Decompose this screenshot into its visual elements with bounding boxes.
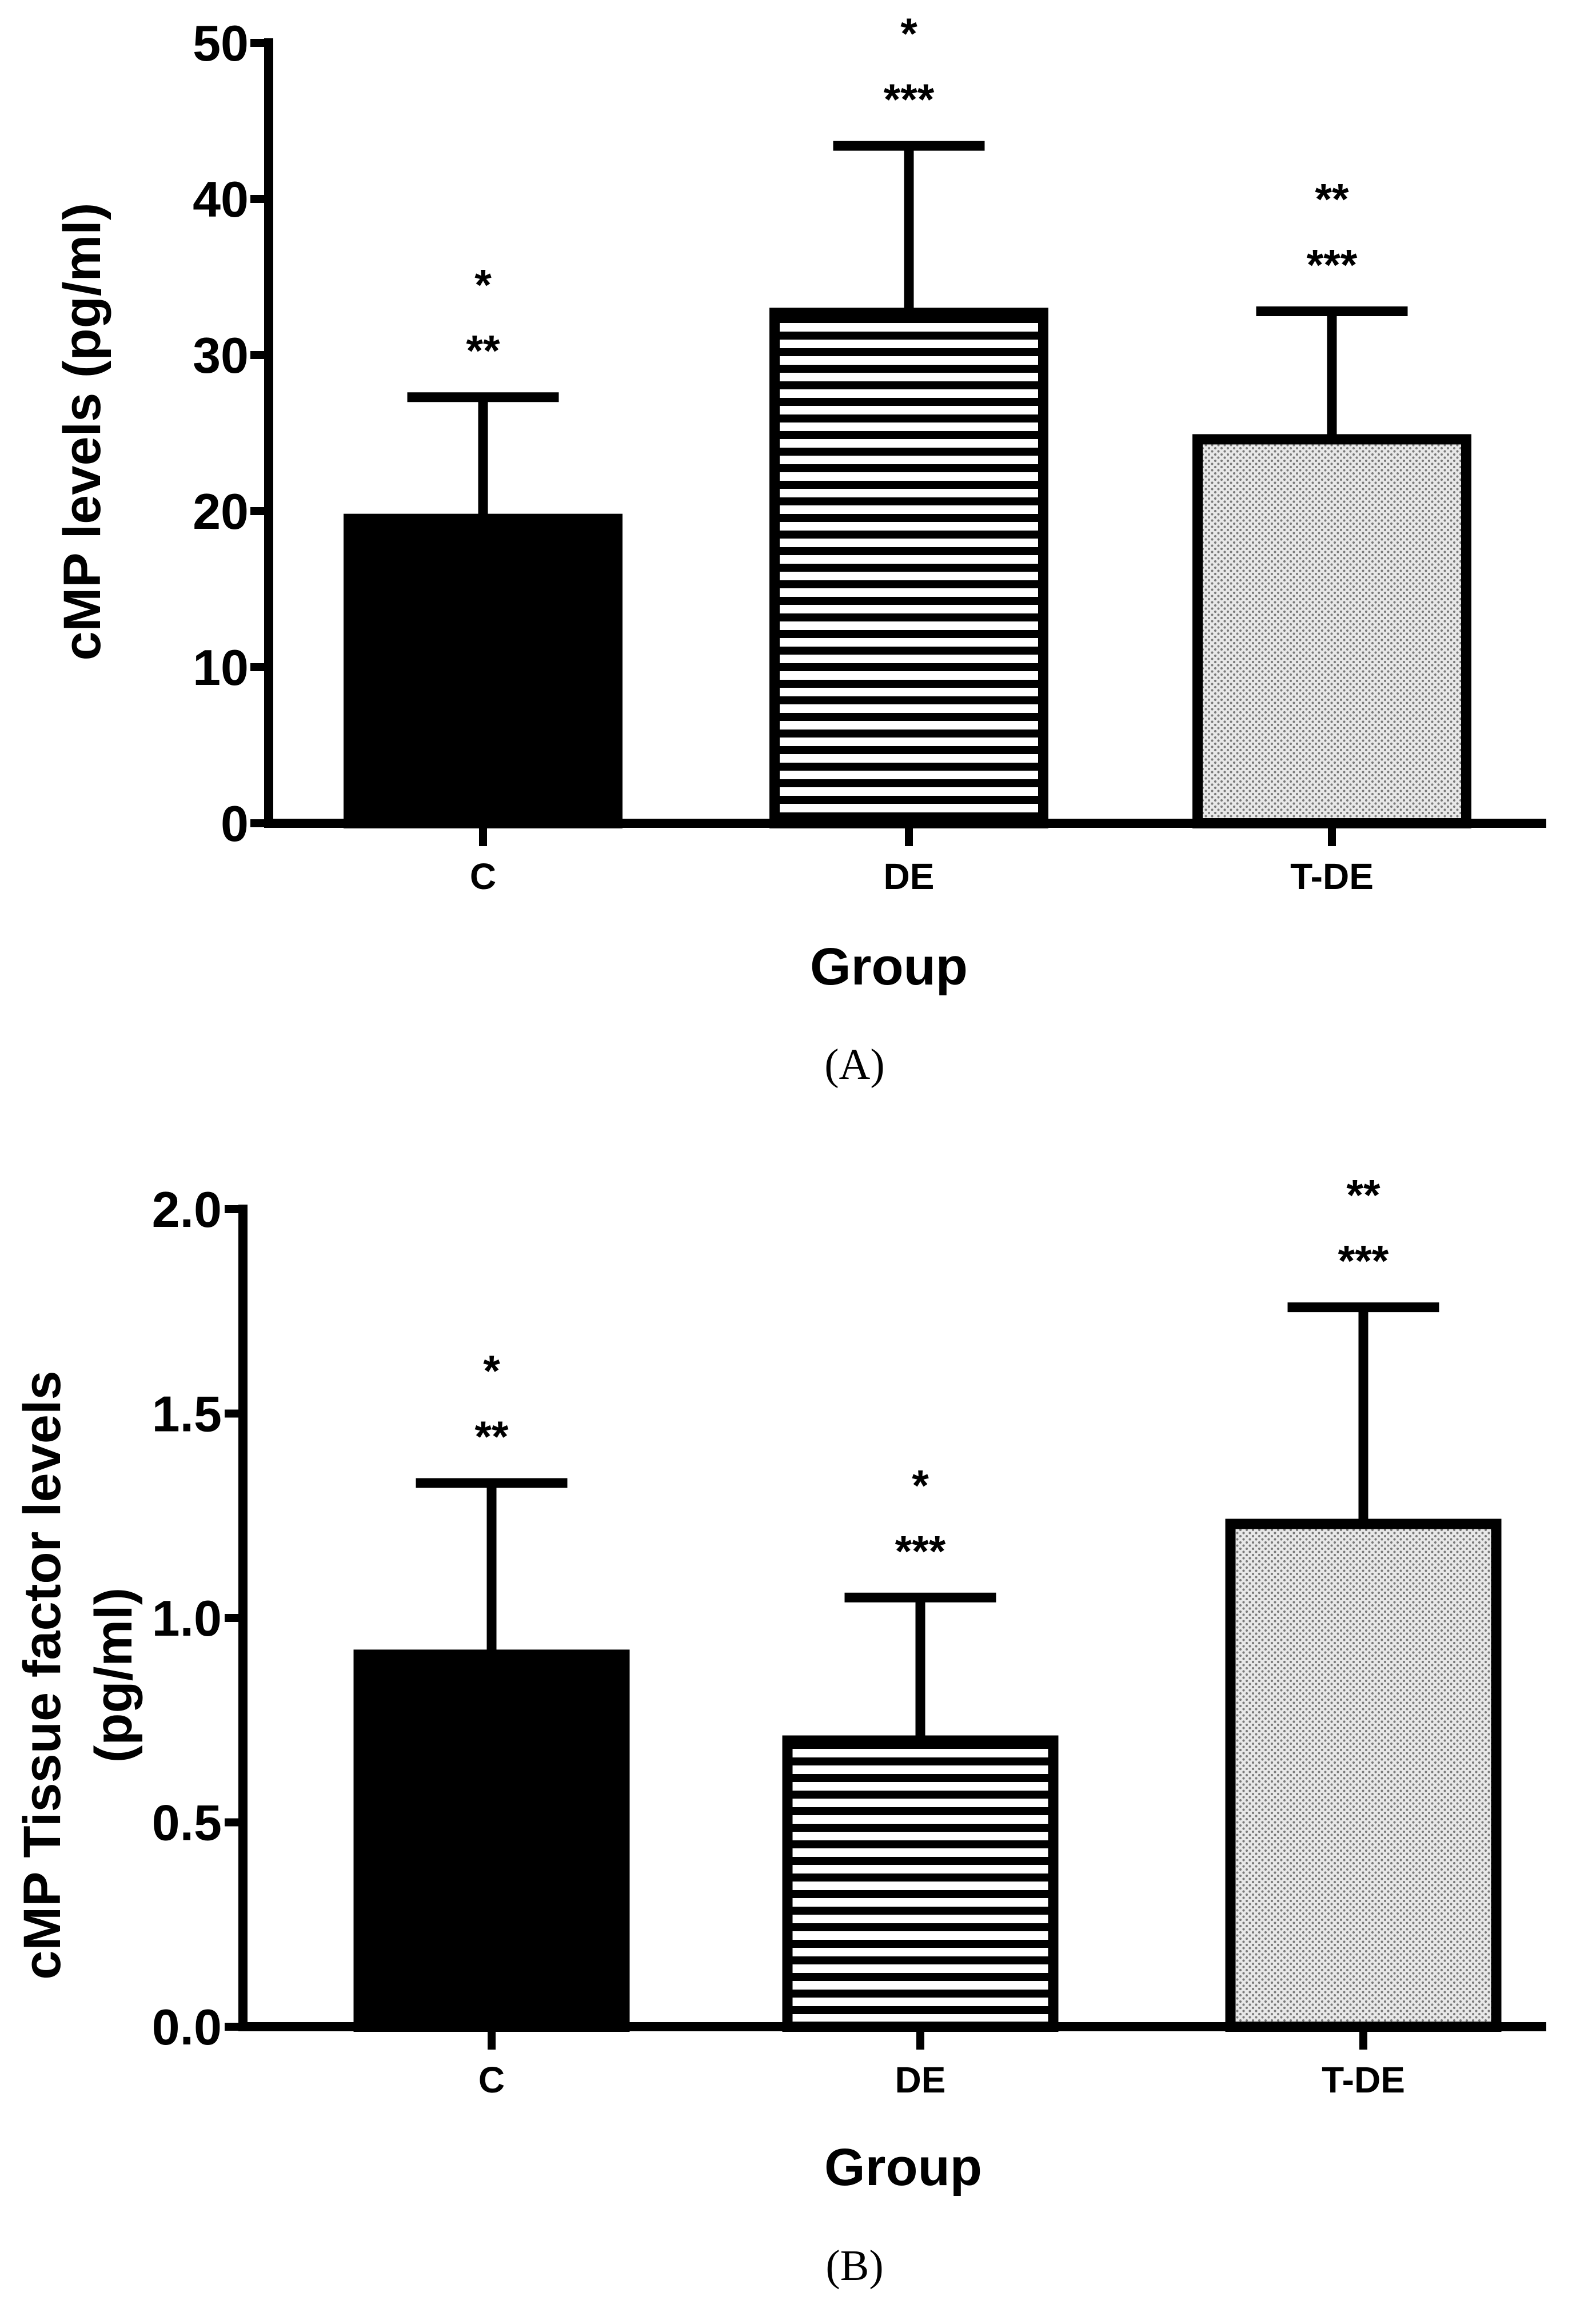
panel-b-category-label: DE	[895, 2059, 946, 2100]
panel-b-y-tick-label: 1.0	[152, 1590, 222, 1647]
bar-C	[344, 513, 623, 828]
panel-a-bars	[344, 141, 1471, 828]
significance-mark: *	[912, 1461, 929, 1510]
significance-mark: *	[900, 10, 917, 58]
panel-a-y-tick-labels: 0 10 20 30 40 50	[193, 15, 249, 852]
panel-b-significance-marks: * ** * *** ** ***	[474, 1171, 1388, 1576]
panel-a-y-tick-label: 0	[221, 795, 249, 852]
panel-a-category-label: C	[470, 856, 496, 897]
panel-a-y-tick-label: 50	[193, 15, 249, 71]
panel-b-axes	[225, 1205, 1546, 2050]
significance-mark: ***	[884, 75, 935, 124]
panel-b-y-axis-title-line-1: cMP Tissue factor levels	[13, 1370, 71, 1979]
panel-b-bars	[353, 1302, 1502, 2032]
panel-a-category-labels: C DE T-DE	[470, 856, 1374, 897]
panel-b-y-tick-label: 1.5	[152, 1386, 222, 1442]
bar-T-DE	[1192, 434, 1471, 828]
bar-DE	[782, 1735, 1059, 2032]
panel-a-y-tick-label: 10	[193, 639, 249, 696]
panel-b-y-tick-label: 0.0	[152, 1999, 222, 2055]
panel-b-y-tick-labels: 0.0 0.5 1.0 1.5 2.0	[152, 1181, 222, 2055]
significance-mark: ***	[1307, 241, 1358, 290]
panel-b-label: (B)	[825, 2242, 883, 2290]
panel-b-x-axis-title: Group	[824, 2138, 982, 2197]
significance-mark: ***	[1338, 1237, 1389, 1286]
panel-b-y-axis-title-line-2: (pg/ml)	[85, 1588, 143, 1763]
panel-b-y-tick-label: 0.5	[152, 1795, 222, 1851]
panel-a-category-label: DE	[884, 856, 935, 897]
panel-a-significance-marks: * ** * *** ** ***	[466, 10, 1357, 376]
panel-a: cMP levels (pg/ml) 0 10 20 30 40 50 C DE…	[53, 10, 1546, 1089]
panel-a-y-tick-label: 40	[193, 171, 249, 228]
panel-a-category-label: T-DE	[1290, 856, 1374, 897]
panel-a-label: (A)	[824, 1041, 885, 1089]
panel-b-y-tick-label: 2.0	[152, 1181, 222, 1238]
significance-mark: **	[1315, 176, 1349, 224]
significance-mark: *	[474, 261, 492, 310]
panel-b-category-label: T-DE	[1322, 2059, 1405, 2100]
panel-b-category-label: C	[478, 2059, 505, 2100]
bar-DE	[769, 308, 1048, 828]
bar-C	[353, 1649, 630, 2032]
significance-mark: **	[474, 1413, 509, 1461]
panel-a-x-axis-title: Group	[810, 938, 968, 996]
significance-mark: *	[483, 1347, 500, 1396]
significance-mark: **	[466, 327, 500, 376]
panel-b-category-labels: C DE T-DE	[478, 2059, 1405, 2100]
panel-a-axes	[250, 38, 1546, 846]
bar-T-DE	[1225, 1518, 1502, 2032]
panel-b: cMP Tissue factor levels (pg/ml) 0.0 0.5…	[13, 1171, 1546, 2290]
significance-mark: ***	[895, 1527, 946, 1576]
significance-mark: **	[1346, 1171, 1380, 1220]
panel-a-y-axis-title: cMP levels (pg/ml)	[53, 202, 111, 660]
panel-a-y-tick-label: 20	[193, 483, 249, 540]
panel-a-y-tick-label: 30	[193, 327, 249, 384]
